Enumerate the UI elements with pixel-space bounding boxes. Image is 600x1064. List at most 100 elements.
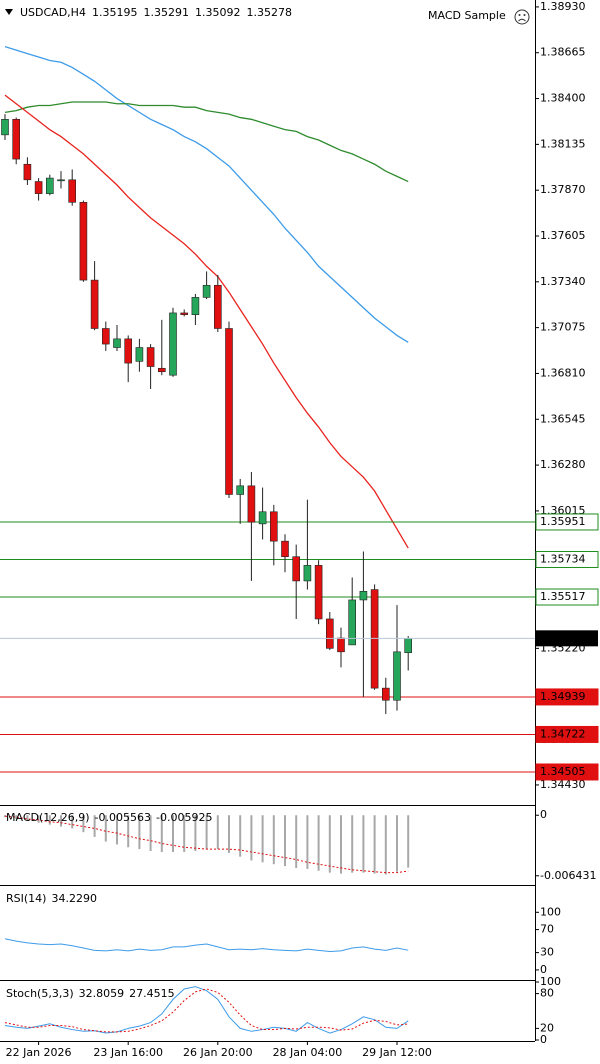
indicator-name: Stoch(5,3,3) [6, 987, 74, 1000]
candle-body [12, 118, 20, 160]
histogram-bar [373, 815, 376, 874]
header-open: 1.35195 [92, 6, 138, 19]
y-tick-label: 1.37075 [540, 321, 586, 334]
candle-body [236, 485, 244, 495]
moving-average [4, 46, 409, 343]
y-tick-label: 1.36810 [540, 366, 586, 379]
y-tick-label: -0.006431 [540, 869, 596, 882]
level-label-box [535, 763, 599, 781]
histogram-bar [104, 815, 107, 842]
candle-body [90, 279, 99, 329]
y-tick-label: 0 [540, 808, 547, 821]
y-tick-label: 20 [540, 1021, 554, 1034]
candle-body [180, 312, 188, 315]
level-label: 1.34939 [540, 690, 586, 703]
indicator-value: 27.4515 [129, 987, 175, 1000]
indicator-value: -0.005925 [156, 811, 212, 824]
histogram-bar [172, 815, 174, 852]
histogram-bar [228, 815, 230, 853]
histogram-bar [317, 815, 320, 871]
x-tick-label: 26 Jan 20:00 [183, 1046, 253, 1059]
y-tick-label: 1.38930 [540, 0, 586, 13]
histogram-bar [295, 815, 298, 868]
expert-status-icon[interactable] [514, 9, 530, 25]
header-high: 1.35291 [143, 6, 189, 19]
histogram-bar [261, 815, 264, 863]
candle-body [45, 177, 54, 194]
level-label: 1.35951 [540, 515, 586, 528]
x-tick-label: 29 Jan 12:00 [362, 1046, 432, 1059]
candle-body [281, 540, 289, 558]
histogram-bar [306, 815, 309, 869]
y-tick-label: 100 [540, 905, 561, 918]
candle-body [247, 485, 256, 523]
histogram-bar [205, 815, 208, 850]
histogram-bar [328, 815, 331, 873]
y-tick-label: 0 [540, 963, 547, 976]
histogram-bar [362, 815, 365, 873]
histogram-bar [183, 815, 186, 852]
candle-body [202, 284, 211, 298]
candle-body [303, 565, 312, 582]
y-tick-label: 1.37340 [540, 275, 586, 288]
level-label: 1.35517 [540, 590, 586, 603]
histogram-bar [149, 815, 152, 852]
level-label: 1.34722 [540, 727, 586, 740]
histogram-bar [351, 815, 354, 873]
candle-body [158, 367, 166, 373]
candle-body [102, 328, 110, 345]
x-tick-label: 22 Jan 2026 [6, 1046, 72, 1059]
indicator-line [4, 815, 409, 874]
symbol-menu-icon[interactable] [5, 9, 13, 15]
candle-body [258, 511, 267, 525]
candle-body [1, 118, 9, 136]
indicator-value: 32.8059 [79, 987, 125, 1000]
candle-body [146, 347, 155, 367]
histogram-bar [250, 815, 253, 861]
histogram-bar [71, 815, 74, 829]
indicator-title: RSI(14) 34.2290 [6, 892, 97, 905]
candle-body [113, 338, 121, 348]
y-tick-label: 30 [540, 946, 554, 959]
candle-body [359, 591, 368, 601]
x-tick-label: 23 Jan 16:00 [93, 1046, 163, 1059]
y-tick-label: 70 [540, 923, 554, 936]
indicator-value: -0.005563 [95, 811, 151, 824]
y-tick-label: 1.36280 [540, 458, 586, 471]
y-tick-label: 1.38135 [540, 137, 586, 150]
indicator-value: 34.2290 [51, 892, 97, 905]
indicator-line [4, 986, 409, 1034]
histogram-bar [340, 815, 342, 874]
symbol-header: USDCAD,H4 1.35195 1.35291 1.35092 1.35278 [20, 6, 292, 19]
histogram-bar [127, 815, 130, 848]
indicator-line [4, 938, 409, 952]
indicator-title: Stoch(5,3,3) 32.8059 27.4515 [6, 987, 175, 1000]
moving-average [4, 101, 409, 183]
level-label-box [535, 725, 599, 743]
histogram-bar [37, 815, 40, 823]
level-label-box [535, 588, 599, 606]
candle-body [381, 687, 390, 701]
candle-body [348, 599, 357, 646]
candle-body [135, 347, 144, 362]
candle-body [393, 651, 401, 701]
moving-average [4, 94, 409, 549]
histogram-bar [384, 815, 387, 875]
candle-body [169, 312, 177, 376]
histogram-bar [60, 815, 62, 827]
candle-body [23, 163, 32, 181]
y-tick-label: 1.37605 [540, 229, 586, 242]
y-tick-label: 1.38400 [540, 92, 586, 105]
header-close: 1.35278 [246, 6, 292, 19]
histogram-bar [48, 815, 51, 825]
candle-body [404, 638, 413, 653]
candle-body [337, 637, 345, 653]
candle-body [124, 338, 132, 364]
histogram-bar [26, 815, 29, 821]
candle-body [68, 179, 76, 203]
histogram-bar [284, 815, 286, 867]
histogram-bar [216, 815, 219, 850]
y-tick-label: 80 [540, 987, 554, 1000]
current-price-box [536, 630, 598, 647]
